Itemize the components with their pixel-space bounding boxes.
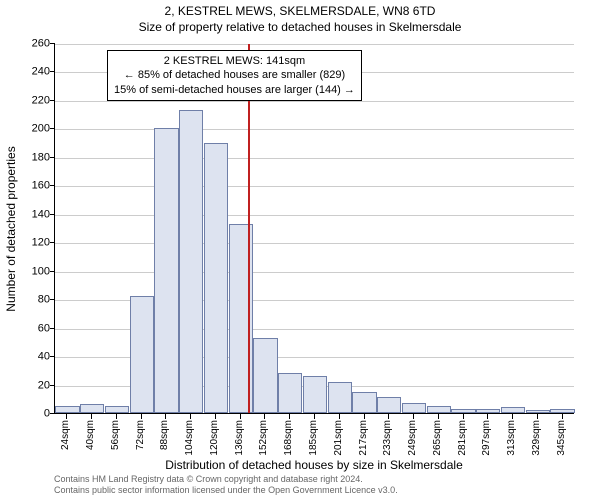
histogram-bar [377,397,401,413]
x-axis-ticks: 24sqm 40sqm 56sqm 72sqm 88sqm 104sqm 120sqm 136… [54,414,574,464]
grid-line [55,215,574,216]
title-line-1: 2, KESTREL MEWS, SKELMERSDALE, WN8 6TD [0,4,600,20]
x-tick-label: 329sqm [532,420,542,456]
histogram-bar [451,409,475,413]
y-tick-label: 120 [32,238,50,249]
histogram-bar [253,338,277,413]
footer-line-1: Contains HM Land Registry data © Crown c… [54,474,398,485]
histogram-bar [402,403,426,413]
histogram-bar [154,128,178,413]
histogram-bar [427,406,451,413]
grid-line [55,158,574,159]
x-tick-label: 152sqm [259,420,269,456]
y-tick-label: 180 [32,152,50,163]
x-tick-label: 56sqm [111,420,121,450]
x-tick-label: 168sqm [284,420,294,456]
x-tick-label: 104sqm [185,420,195,456]
y-tick-label: 240 [32,67,50,78]
x-tick-label: 40sqm [86,420,96,450]
y-tick-label: 0 [44,409,50,420]
histogram-bar [55,406,79,413]
histogram-bar [526,410,550,413]
histogram-bar [501,407,525,413]
x-tick-label: 201sqm [334,420,344,456]
grid-line [55,44,574,45]
chart-container: 2, KESTREL MEWS, SKELMERSDALE, WN8 6TD S… [0,0,600,500]
y-tick-label: 40 [38,352,50,363]
histogram-bar [476,409,500,413]
y-axis-ticks: 020406080100120140160180200220240260 [0,44,54,414]
plot-area: 2 KESTREL MEWS: 141sqm ← 85% of detached… [54,44,574,414]
annotation-line-1: 2 KESTREL MEWS: 141sqm [114,54,355,68]
x-tick-label: 313sqm [507,420,517,456]
x-tick-label: 24sqm [61,420,71,450]
x-tick-label: 265sqm [433,420,443,456]
x-tick-label: 72sqm [136,420,146,450]
y-tick-label: 100 [32,266,50,277]
grid-line [55,129,574,130]
x-tick-label: 297sqm [482,420,492,456]
y-tick-label: 200 [32,124,50,135]
y-tick-label: 220 [32,95,50,106]
histogram-bar [303,376,327,413]
x-axis-label: Distribution of detached houses by size … [54,458,574,472]
y-tick-label: 160 [32,181,50,192]
title-line-2: Size of property relative to detached ho… [0,20,600,36]
x-tick-label: 217sqm [359,420,369,456]
x-tick-label: 136sqm [235,420,245,456]
chart-title: 2, KESTREL MEWS, SKELMERSDALE, WN8 6TD S… [0,4,600,35]
histogram-bar [105,406,129,413]
x-tick-label: 281sqm [458,420,468,456]
x-tick-label: 233sqm [383,420,393,456]
x-tick-label: 185sqm [309,420,319,456]
grid-line [55,101,574,102]
y-tick-label: 260 [32,39,50,50]
footer-attribution: Contains HM Land Registry data © Crown c… [54,474,398,496]
y-tick-label: 20 [38,380,50,391]
histogram-bar [278,373,302,413]
annotation-line-3: 15% of semi-detached houses are larger (… [114,83,355,97]
annotation-line-2: ← 85% of detached houses are smaller (82… [114,68,355,82]
histogram-bar [130,296,154,413]
y-tick-label: 80 [38,295,50,306]
y-tick-label: 140 [32,209,50,220]
x-tick-label: 345sqm [557,420,567,456]
grid-line [55,186,574,187]
x-tick-label: 88sqm [160,420,170,450]
x-tick-label: 120sqm [210,420,220,456]
histogram-bar [80,404,104,413]
grid-line [55,272,574,273]
histogram-bar [328,382,352,413]
histogram-bar [352,392,376,413]
y-tick-label: 60 [38,323,50,334]
histogram-bar [550,409,574,413]
x-tick-label: 249sqm [408,420,418,456]
histogram-bar [204,143,228,413]
footer-line-2: Contains public sector information licen… [54,485,398,496]
histogram-bar [179,110,203,413]
grid-line [55,243,574,244]
annotation-box: 2 KESTREL MEWS: 141sqm ← 85% of detached… [107,50,362,101]
